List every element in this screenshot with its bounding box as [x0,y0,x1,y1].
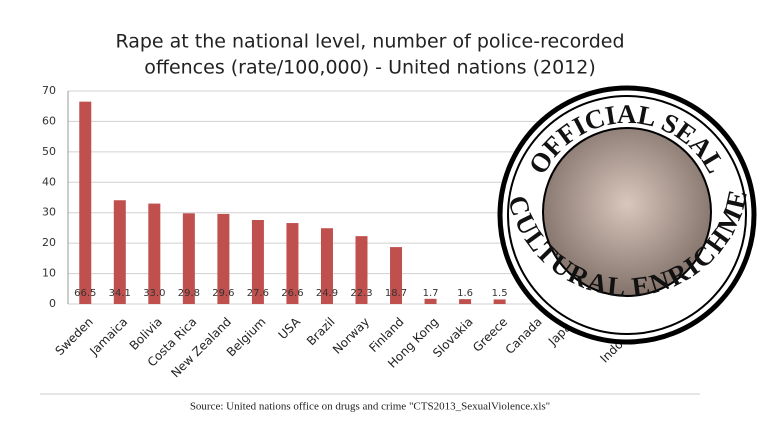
y-tick-label: 40 [42,175,56,188]
value-label: 29.6 [212,288,234,299]
x-tick-label: Norway [330,315,372,357]
value-label: 27.6 [247,288,269,299]
x-tick-label: Jamaica [86,315,130,359]
value-label: 1.5 [492,288,508,299]
bar [355,236,368,304]
bar [217,213,230,304]
value-label: 22.3 [350,288,372,299]
value-label: 26.6 [281,288,303,299]
source-note: Source: United nations office on drugs a… [190,401,550,413]
y-tick-label: 20 [42,236,56,249]
bar [182,213,195,304]
x-tick-label: Canada [503,315,545,357]
value-label: 18.7 [385,288,407,299]
bar [390,247,403,304]
seal-ring [507,95,747,335]
bar [113,200,126,304]
bar [493,299,506,304]
value-label: 1.6 [457,288,473,299]
bar [286,223,299,304]
y-tick-label: 70 [42,84,56,97]
y-tick-label: 0 [49,297,56,310]
x-tick-label: New Zealand [168,315,234,381]
y-tick-label: 60 [42,114,56,127]
chart-title: Rape at the national level, number of po… [115,31,624,53]
bar [424,298,437,304]
seal-photo [542,127,712,297]
chart-title: offences (rate/100,000) - United nations… [144,57,596,79]
bar [251,220,264,304]
y-tick-label: 10 [42,267,56,280]
value-label: 29.8 [178,288,200,299]
value-label: 66.5 [74,288,96,299]
value-label: 34.1 [109,288,131,299]
bar [79,101,92,305]
bar [148,203,161,304]
value-label: 33.0 [143,288,165,299]
value-label: 1.7 [423,288,439,299]
bar [320,228,333,304]
value-label: 24.9 [316,288,338,299]
y-tick-label: 50 [42,145,56,158]
y-tick-label: 30 [42,206,56,219]
bar [459,299,472,304]
x-tick-label: USA [276,314,304,342]
